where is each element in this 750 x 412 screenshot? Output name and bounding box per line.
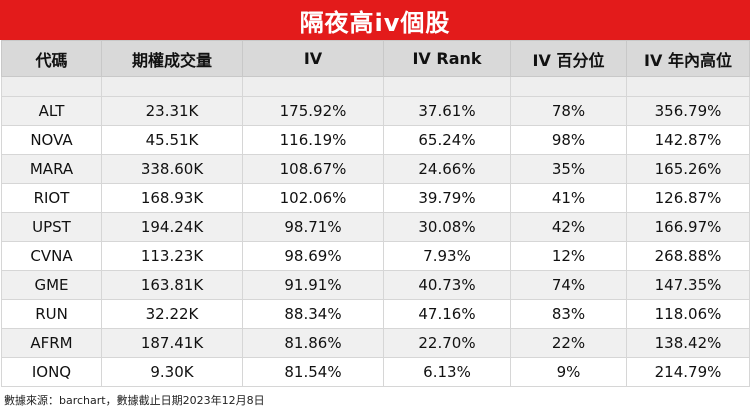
cell-iv-year-high: 268.88% bbox=[626, 241, 750, 271]
cell-iv: 88.34% bbox=[242, 299, 384, 329]
cell-iv-percentile: 98% bbox=[510, 125, 627, 155]
cell-iv-rank: 24.66% bbox=[383, 154, 511, 184]
cell-option-volume: 338.60K bbox=[101, 154, 243, 184]
cell-iv-percentile: 41% bbox=[510, 183, 627, 213]
table-row: IONQ 9.30K 81.54% 6.13% 9% 214.79% bbox=[1, 357, 750, 387]
table-row: RIOT 168.93K 102.06% 39.79% 41% 126.87% bbox=[1, 183, 750, 213]
cell-iv-rank: 40.73% bbox=[383, 270, 511, 300]
cell-option-volume: 163.81K bbox=[101, 270, 243, 300]
table-row: NOVA 45.51K 116.19% 65.24% 98% 142.87% bbox=[1, 125, 750, 155]
cell-iv: 81.86% bbox=[242, 328, 384, 358]
table-row: RUN 32.22K 88.34% 47.16% 83% 118.06% bbox=[1, 299, 750, 329]
cell-iv-percentile: 78% bbox=[510, 96, 627, 126]
table-row: GME 163.81K 91.91% 40.73% 74% 147.35% bbox=[1, 270, 750, 300]
cell-iv-year-high: 118.06% bbox=[626, 299, 750, 329]
cell-ticker: RUN bbox=[1, 299, 102, 329]
iv-table: 代碼 期權成交量 IV IV Rank IV 百分位 IV 年內高位 ALT 23… bbox=[1, 40, 750, 387]
table-header-row: 代碼 期權成交量 IV IV Rank IV 百分位 IV 年內高位 bbox=[1, 40, 750, 77]
cell-iv-percentile: 42% bbox=[510, 212, 627, 242]
cell-iv-rank: 30.08% bbox=[383, 212, 511, 242]
cell-iv-percentile: 12% bbox=[510, 241, 627, 271]
table-spacer-row bbox=[1, 76, 750, 97]
table-row: MARA 338.60K 108.67% 24.66% 35% 165.26% bbox=[1, 154, 750, 184]
cell-iv-year-high: 214.79% bbox=[626, 357, 750, 387]
column-header-iv-year-high: IV 年內高位 bbox=[626, 40, 750, 77]
column-header-ticker: 代碼 bbox=[1, 40, 102, 77]
title-bar: 隔夜高iv個股 bbox=[0, 0, 750, 40]
cell-ticker: UPST bbox=[1, 212, 102, 242]
cell-option-volume: 32.22K bbox=[101, 299, 243, 329]
column-header-iv: IV bbox=[242, 40, 384, 77]
cell-option-volume: 9.30K bbox=[101, 357, 243, 387]
cell-option-volume: 187.41K bbox=[101, 328, 243, 358]
cell-iv-year-high: 138.42% bbox=[626, 328, 750, 358]
cell-iv-year-high: 356.79% bbox=[626, 96, 750, 126]
cell-iv: 108.67% bbox=[242, 154, 384, 184]
cell-iv-rank: 7.93% bbox=[383, 241, 511, 271]
cell-iv-rank: 37.61% bbox=[383, 96, 511, 126]
table-row: AFRM 187.41K 81.86% 22.70% 22% 138.42% bbox=[1, 328, 750, 358]
cell-option-volume: 194.24K bbox=[101, 212, 243, 242]
cell-option-volume: 113.23K bbox=[101, 241, 243, 271]
cell-iv-percentile: 35% bbox=[510, 154, 627, 184]
cell-ticker: RIOT bbox=[1, 183, 102, 213]
cell-iv: 98.69% bbox=[242, 241, 384, 271]
cell-iv-year-high: 166.97% bbox=[626, 212, 750, 242]
cell-iv: 81.54% bbox=[242, 357, 384, 387]
cell-iv-rank: 22.70% bbox=[383, 328, 511, 358]
cell-ticker: ALT bbox=[1, 96, 102, 126]
column-header-iv-rank: IV Rank bbox=[383, 40, 511, 77]
page-title: 隔夜高iv個股 bbox=[299, 8, 451, 37]
source-note: 數據來源：barchart，數據截止日期2023年12月8日 bbox=[4, 394, 265, 407]
cell-iv-rank: 47.16% bbox=[383, 299, 511, 329]
cell-iv: 98.71% bbox=[242, 212, 384, 242]
cell-iv: 91.91% bbox=[242, 270, 384, 300]
cell-option-volume: 23.31K bbox=[101, 96, 243, 126]
cell-iv: 116.19% bbox=[242, 125, 384, 155]
cell-iv-percentile: 83% bbox=[510, 299, 627, 329]
cell-iv: 175.92% bbox=[242, 96, 384, 126]
cell-option-volume: 45.51K bbox=[101, 125, 243, 155]
cell-ticker: CVNA bbox=[1, 241, 102, 271]
cell-iv-year-high: 126.87% bbox=[626, 183, 750, 213]
cell-ticker: GME bbox=[1, 270, 102, 300]
cell-iv-year-high: 142.87% bbox=[626, 125, 750, 155]
table-row: UPST 194.24K 98.71% 30.08% 42% 166.97% bbox=[1, 212, 750, 242]
cell-iv-rank: 39.79% bbox=[383, 183, 511, 213]
cell-option-volume: 168.93K bbox=[101, 183, 243, 213]
cell-iv-percentile: 9% bbox=[510, 357, 627, 387]
column-header-iv-percentile: IV 百分位 bbox=[510, 40, 627, 77]
cell-ticker: AFRM bbox=[1, 328, 102, 358]
cell-ticker: NOVA bbox=[1, 125, 102, 155]
cell-iv-rank: 6.13% bbox=[383, 357, 511, 387]
cell-iv-year-high: 147.35% bbox=[626, 270, 750, 300]
cell-ticker: MARA bbox=[1, 154, 102, 184]
cell-iv-year-high: 165.26% bbox=[626, 154, 750, 184]
cell-ticker: IONQ bbox=[1, 357, 102, 387]
cell-iv-rank: 65.24% bbox=[383, 125, 511, 155]
column-header-option-volume: 期權成交量 bbox=[101, 40, 243, 77]
cell-iv-percentile: 74% bbox=[510, 270, 627, 300]
cell-iv-percentile: 22% bbox=[510, 328, 627, 358]
table-row: ALT 23.31K 175.92% 37.61% 78% 356.79% bbox=[1, 96, 750, 126]
cell-iv: 102.06% bbox=[242, 183, 384, 213]
table-row: CVNA 113.23K 98.69% 7.93% 12% 268.88% bbox=[1, 241, 750, 271]
